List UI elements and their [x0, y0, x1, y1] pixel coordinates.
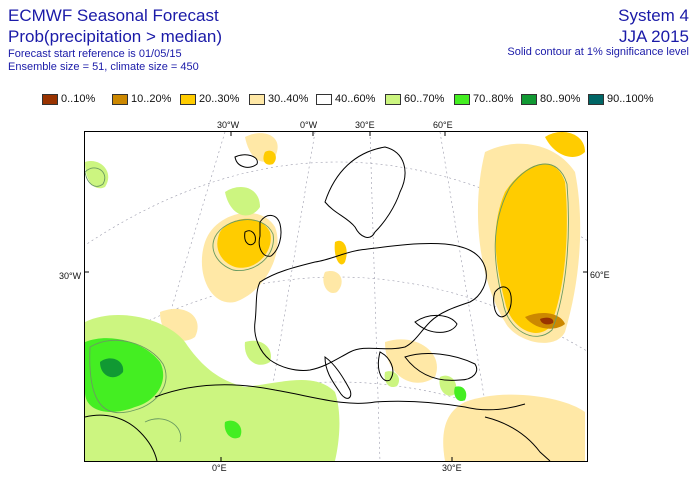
season-label: JJA 2015	[619, 27, 689, 46]
significance-contours	[85, 163, 569, 443]
legend-label: 40..60%	[335, 93, 376, 105]
lon-label-top: 60°E	[433, 120, 453, 130]
legend-swatch	[180, 94, 196, 105]
lon-label-top: 0°W	[300, 120, 318, 130]
legend-swatch	[316, 94, 332, 105]
legend-label: 10..20%	[131, 93, 172, 105]
lon-label-right: 60°E	[590, 270, 610, 280]
forecast-map	[84, 131, 588, 462]
legend-swatch	[454, 94, 470, 105]
probability-shading	[85, 132, 585, 461]
legend-label: 20..30%	[199, 93, 240, 105]
lon-label-top: 30°E	[355, 120, 375, 130]
lon-label-bottom: 0°E	[212, 463, 227, 473]
axis-ticks	[85, 132, 587, 461]
system-label: System 4	[618, 6, 689, 25]
legend-swatch	[521, 94, 537, 105]
legend-swatch	[112, 94, 128, 105]
contour-note: Solid contour at 1% significance level	[507, 46, 689, 58]
legend-swatch	[249, 94, 265, 105]
legend-swatch	[42, 94, 58, 105]
legend-swatch	[588, 94, 604, 105]
coastlines	[85, 146, 551, 461]
legend-label: 90..100%	[607, 93, 654, 105]
lon-label-top: 30°W	[217, 120, 240, 130]
legend-label: 30..40%	[268, 93, 309, 105]
legend-label: 80..90%	[540, 93, 581, 105]
ensemble-size: Ensemble size = 51, climate size = 450	[8, 61, 199, 73]
title: ECMWF Seasonal Forecast	[8, 6, 219, 25]
legend-label: 0..10%	[61, 93, 96, 105]
lon-label-left: 30°W	[59, 271, 82, 281]
lon-label-bottom: 30°E	[442, 463, 462, 473]
legend-label: 60..70%	[404, 93, 445, 105]
forecast-start-reference: Forecast start reference is 01/05/15	[8, 48, 182, 60]
legend-label: 70..80%	[473, 93, 514, 105]
map-canvas	[85, 132, 587, 461]
subtitle: Prob(precipitation > median)	[8, 27, 223, 46]
legend-swatch	[385, 94, 401, 105]
